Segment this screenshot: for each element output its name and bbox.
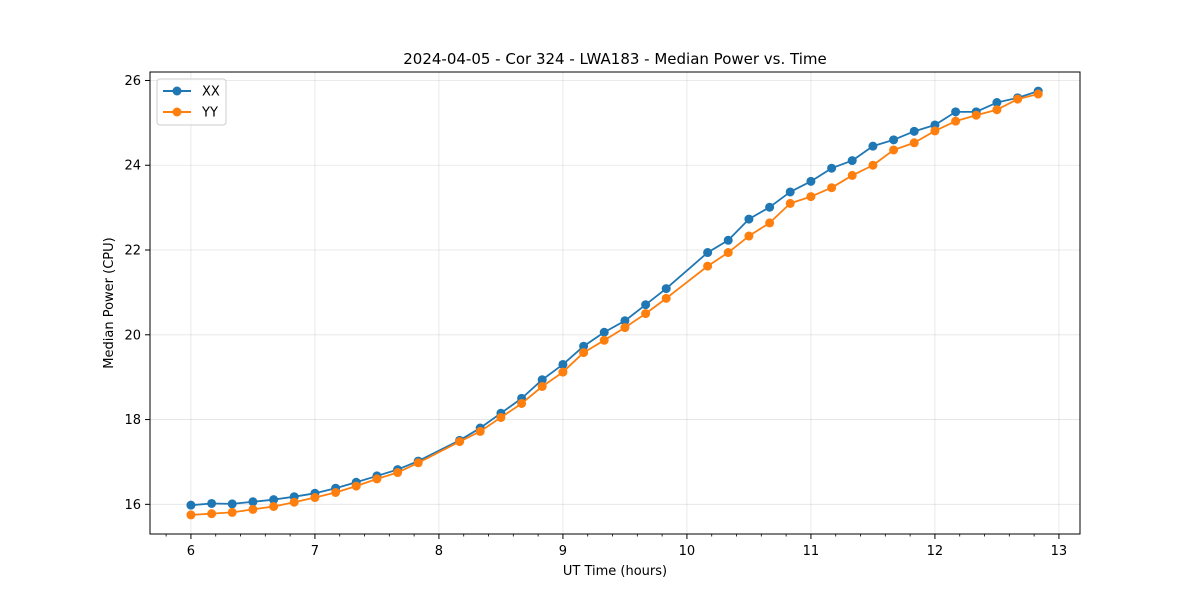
data-point-xx (847, 156, 857, 166)
data-point-yy (331, 487, 341, 497)
y-tick-label: 18 (124, 413, 141, 428)
data-point-yy (641, 309, 651, 319)
data-point-yy (372, 474, 382, 484)
data-point-yy (1013, 94, 1023, 104)
data-point-yy (579, 348, 589, 358)
data-point-xx (744, 214, 754, 224)
data-point-xx (703, 248, 713, 258)
ticks: 6 7 8 9 10 11 12 13 16 18 20 22 24 26 (124, 74, 1067, 559)
data-point-xx (599, 327, 609, 337)
data-point-xx (269, 495, 279, 505)
data-point-yy (703, 261, 713, 271)
data-point-xx (951, 107, 961, 117)
x-tick-label: 12 (927, 544, 944, 559)
legend-label-xx: XX (202, 85, 220, 100)
data-point-yy (475, 426, 485, 436)
data-point-yy (186, 510, 196, 520)
data-point-yy (806, 192, 816, 202)
legend-marker-yy (172, 107, 182, 117)
data-point-xx (889, 135, 899, 145)
data-point-yy (951, 116, 961, 126)
data-point-yy (537, 381, 547, 391)
x-tick-label: 10 (679, 544, 696, 559)
data-point-yy (248, 504, 258, 514)
data-point-yy (455, 437, 465, 447)
series-line-xx (190, 90, 1039, 507)
data-point-yy (620, 323, 630, 333)
y-tick-label: 16 (124, 498, 141, 513)
data-point-xx (765, 202, 775, 212)
legend-label-yy: YY (201, 106, 218, 121)
legend-marker-xx (172, 86, 182, 96)
data-point-yy (744, 231, 754, 241)
data-point-yy (393, 468, 403, 478)
x-tick-label: 9 (559, 544, 567, 559)
data-point-xx (641, 300, 651, 310)
data-point-yy (661, 293, 671, 303)
data-point-xx (992, 98, 1002, 108)
data-point-xx (207, 498, 217, 508)
data-point-xx (806, 176, 816, 186)
data-point-yy (351, 481, 361, 491)
data-point-xx (620, 316, 630, 326)
x-axis-label: UT Time (hours) (563, 564, 667, 579)
data-point-yy (765, 218, 775, 228)
data-point-xx (579, 341, 589, 351)
data-point-xx (186, 500, 196, 510)
chart-title: 2024-04-05 - Cor 324 - LWA183 - Median P… (403, 50, 827, 68)
grid (150, 72, 1080, 534)
data-point-xx (723, 235, 733, 245)
y-tick-label: 26 (124, 74, 141, 89)
x-tick-label: 8 (435, 544, 443, 559)
data-point-yy (992, 105, 1002, 115)
x-tick-label: 6 (187, 544, 195, 559)
data-point-xx (248, 497, 258, 507)
data-point-yy (785, 198, 795, 208)
data-point-yy (827, 183, 837, 193)
series-line-yy (190, 93, 1039, 516)
data-point-yy (1033, 89, 1043, 99)
data-point-yy (310, 493, 320, 503)
data-point-yy (909, 138, 919, 148)
data-point-yy (723, 248, 733, 258)
data-point-yy (269, 501, 279, 511)
data-point-yy (930, 126, 940, 136)
y-tick-label: 24 (124, 159, 141, 174)
data-point-yy (971, 110, 981, 120)
data-point-yy (868, 160, 878, 170)
legend: XX YY (156, 78, 227, 126)
y-tick-label: 22 (124, 244, 141, 259)
data-point-yy (889, 145, 899, 155)
data-point-yy (289, 497, 299, 507)
data-point-xx (537, 375, 547, 385)
data-point-yy (517, 398, 527, 408)
data-point-xx (558, 359, 568, 369)
x-tick-label: 11 (803, 544, 820, 559)
data-point-yy (496, 412, 506, 422)
y-axis-label: Median Power (CPU) (102, 237, 117, 368)
data-point-xx (827, 163, 837, 173)
data-point-yy (847, 170, 857, 180)
data-point-xx (909, 126, 919, 136)
data-point-yy (207, 509, 217, 519)
y-tick-label: 20 (124, 328, 141, 343)
data-point-xx (227, 499, 237, 509)
data-point-xx (785, 187, 795, 197)
data-point-xx (661, 284, 671, 294)
series-layer (186, 86, 1043, 520)
x-tick-label: 7 (311, 544, 319, 559)
data-point-xx (868, 141, 878, 151)
data-point-yy (599, 335, 609, 345)
plot-frame (149, 71, 1081, 535)
x-tick-label: 13 (1051, 544, 1068, 559)
data-point-yy (558, 367, 568, 377)
data-point-yy (413, 458, 423, 468)
data-point-yy (227, 507, 237, 517)
